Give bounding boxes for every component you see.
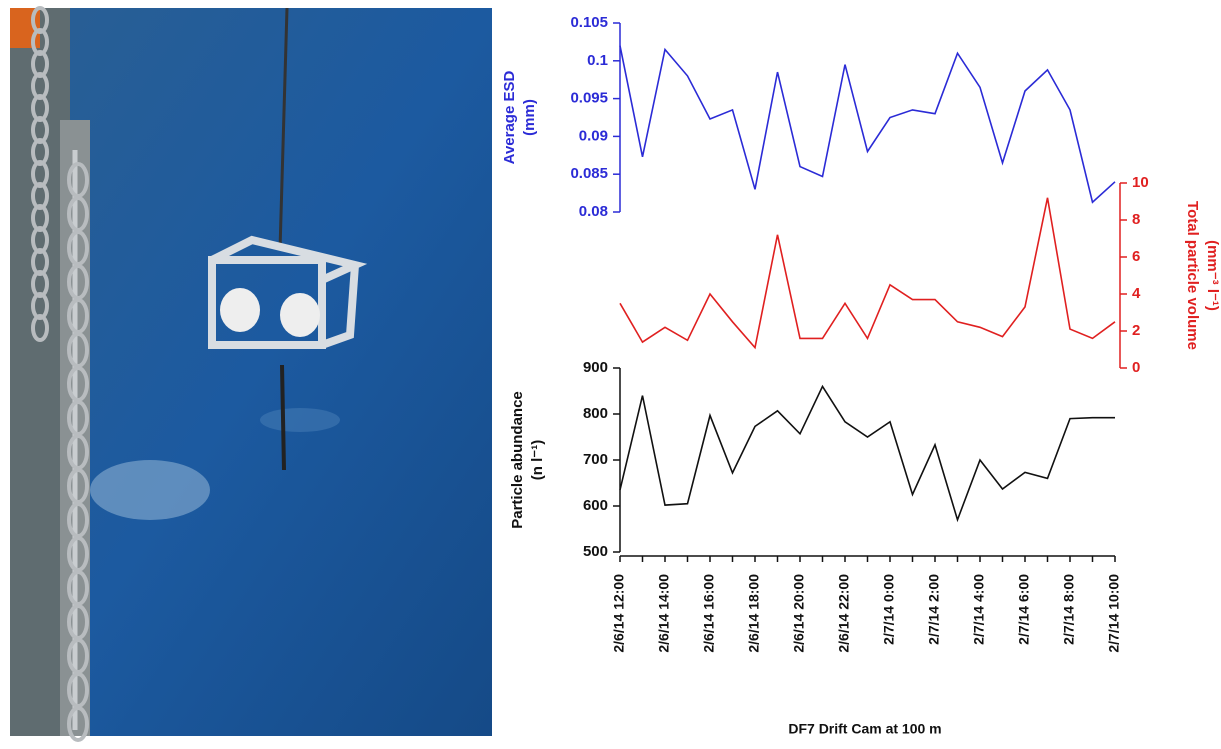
x-tick-label: 2/7/14 6:00 bbox=[1016, 574, 1032, 645]
x-tick-label: 2/6/14 14:00 bbox=[656, 574, 672, 653]
y-axis-title: Total particle volume bbox=[1184, 201, 1201, 350]
x-axis-title: DF7 Drift Cam at 100 m bbox=[788, 721, 941, 737]
y-tick-label: 0.095 bbox=[570, 90, 608, 107]
y-tick-label: 900 bbox=[583, 359, 608, 376]
x-tick-label: 2/6/14 20:00 bbox=[791, 574, 807, 653]
y-tick-label: 0.09 bbox=[579, 127, 608, 144]
x-tick-label: 2/6/14 18:00 bbox=[746, 574, 762, 653]
data-line bbox=[619, 197, 1116, 350]
chain-link bbox=[31, 314, 49, 342]
x-tick-label: 2/6/14 22:00 bbox=[836, 574, 852, 653]
y-tick-label: 0.1 bbox=[587, 52, 608, 69]
y-axis-title: (mm) bbox=[521, 99, 538, 136]
photo bbox=[10, 6, 492, 742]
x-tick-label: 2/7/14 0:00 bbox=[881, 574, 897, 645]
y-tick-label: 0.08 bbox=[579, 203, 608, 220]
x-tick-label: 2/7/14 10:00 bbox=[1106, 574, 1122, 653]
y-tick-label: 0.105 bbox=[570, 14, 608, 31]
x-tick-label: 2/6/14 16:00 bbox=[701, 574, 717, 653]
y-tick-label: 8 bbox=[1132, 211, 1140, 228]
x-tick-label: 2/6/14 12:00 bbox=[611, 574, 627, 653]
y-tick-label: 0.085 bbox=[570, 165, 608, 182]
y-tick-label: 500 bbox=[583, 543, 608, 560]
y-tick-label: 800 bbox=[583, 405, 608, 422]
y-tick-label: 700 bbox=[583, 451, 608, 468]
data-line bbox=[619, 384, 1115, 523]
y-tick-label: 4 bbox=[1132, 285, 1141, 302]
y-tick-label: 10 bbox=[1132, 174, 1149, 191]
y-tick-label: 600 bbox=[583, 497, 608, 514]
y-tick-label: 0 bbox=[1132, 359, 1140, 376]
x-tick-label: 2/7/14 4:00 bbox=[971, 574, 987, 645]
x-tick-label: 2/7/14 8:00 bbox=[1061, 574, 1077, 645]
data-line bbox=[619, 45, 1116, 204]
x-tick-label: 2/7/14 2:00 bbox=[926, 574, 942, 645]
y-tick-label: 2 bbox=[1132, 322, 1140, 339]
y-axis-title: (mm⁻³ l⁻¹) bbox=[1204, 240, 1221, 311]
y-axis-title: (n l⁻¹) bbox=[529, 440, 546, 480]
chain-link bbox=[67, 706, 89, 742]
y-axis-title: Particle abundance bbox=[509, 391, 526, 529]
y-tick-label: 6 bbox=[1132, 248, 1140, 265]
y-axis-title: Average ESD bbox=[501, 71, 518, 165]
